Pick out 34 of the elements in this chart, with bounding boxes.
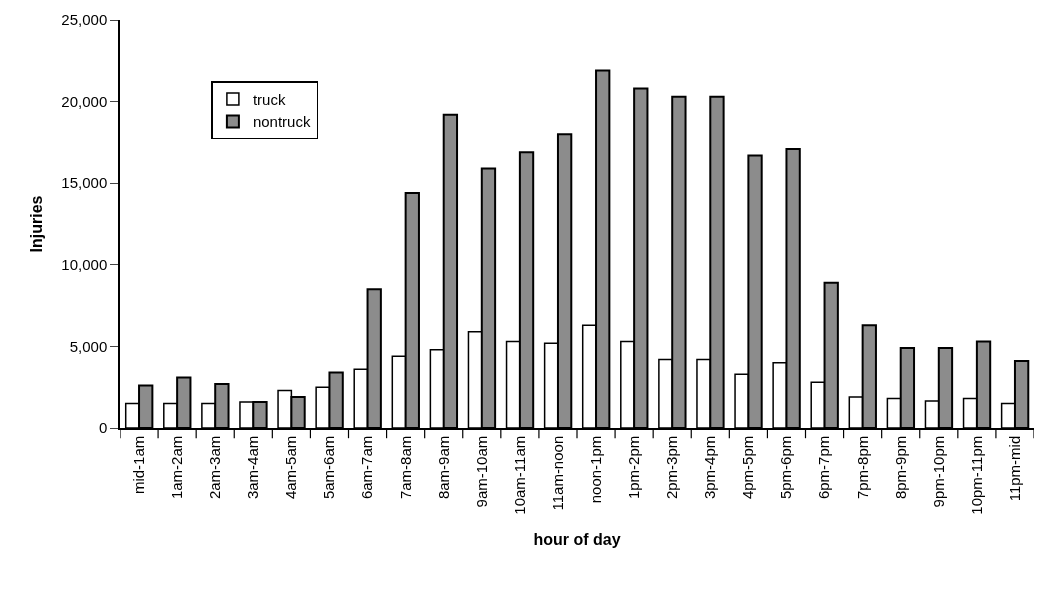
x-tick-label: 4pm-5pm [739, 435, 757, 500]
x-tick-label: 9pm-10pm [929, 435, 947, 508]
x-tick-label: 2pm-3pm [663, 435, 681, 500]
y-tick-label: 10,000 [61, 256, 108, 274]
x-tick-label: 11pm-mid [1005, 435, 1023, 502]
x-tick-label: 5am-6am [320, 435, 338, 500]
y-tick-label: 20,000 [61, 92, 108, 110]
x-tick-label: 6pm-7pm [815, 435, 833, 500]
x-tick-label: 2am-3am [206, 435, 224, 500]
legend-label: truck [252, 90, 286, 108]
x-tick-label: 7pm-8pm [853, 435, 871, 500]
x-tick-label: 8am-9am [434, 435, 452, 500]
x-tick-label: 10am-11am [510, 435, 528, 515]
x-tick-label: 1pm-2pm [625, 435, 643, 500]
x-tick-label: 10pm-11pm [967, 435, 985, 515]
x-tick-label: 11am-noon [548, 435, 566, 511]
y-tick-label: 25,000 [61, 11, 108, 29]
x-tick-label: 6am-7am [358, 435, 376, 500]
x-tick-label: 8pm-9pm [891, 435, 909, 500]
x-tick-label: 5pm-6pm [777, 435, 795, 500]
x-axis-title: hour of day [533, 530, 621, 548]
y-tick-label: 5,000 [69, 337, 108, 355]
x-tick-label: 3pm-4pm [701, 435, 719, 500]
x-tick-label: mid-1am [129, 435, 147, 495]
x-tick-label: 7am-8am [396, 435, 414, 500]
y-tick-label: 0 [98, 419, 108, 437]
x-tick-label: 4am-5am [282, 435, 300, 500]
x-tick-label: 1am-2am [168, 435, 186, 500]
y-axis-title: Injuries [27, 195, 45, 253]
x-tick-label: 9am-10am [472, 435, 490, 508]
y-tick-label: 15,000 [61, 174, 108, 192]
legend-label: nontruck [252, 113, 311, 131]
x-tick-label: noon-1pm [586, 435, 604, 504]
x-tick-label: 3am-4am [244, 435, 262, 500]
